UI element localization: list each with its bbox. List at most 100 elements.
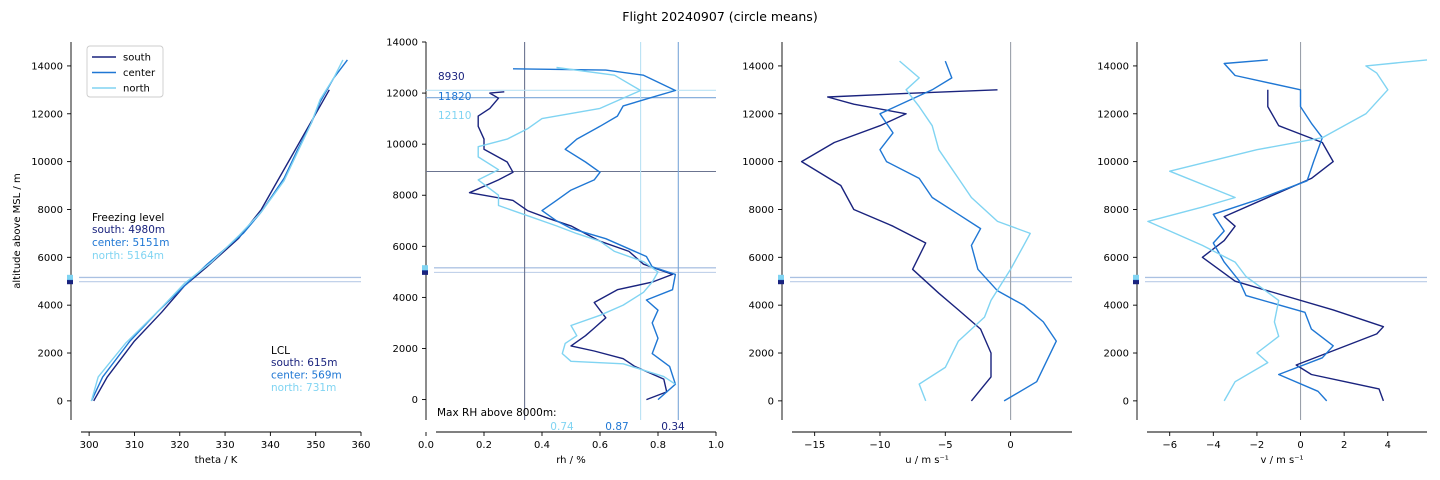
freezing-level-marker <box>67 279 73 285</box>
series-north-line <box>90 59 344 402</box>
lcl-north: north: 731m <box>271 382 336 394</box>
x-tick-label: −2 <box>1250 440 1265 451</box>
y-tick-label: 4000 <box>1104 301 1129 312</box>
y-tick-label: 4000 <box>393 293 418 304</box>
legend-label: south <box>123 53 151 64</box>
freezing-level-marker <box>422 269 428 275</box>
lcl-center: center: 569m <box>271 370 342 382</box>
y-tick-label: 14000 <box>31 61 63 72</box>
y-tick-label: 6000 <box>1104 253 1129 264</box>
series-north-line <box>1147 59 1428 402</box>
figure-title: Flight 20240907 (circle means) <box>622 9 817 24</box>
y-tick-label: 0 <box>57 396 63 407</box>
y-tick-label: 6000 <box>38 253 63 264</box>
series-center-line <box>512 68 677 401</box>
series-south-line <box>1201 89 1385 402</box>
panel-1: 0 2000 4000 6000 8000 10000 12000 14000 300 310 32… <box>12 42 371 466</box>
max-rh-altitude-label: 8930 <box>438 71 465 83</box>
y-tick-label: 8000 <box>38 205 63 216</box>
freezing-level-south: south: 4980m <box>92 224 165 236</box>
series-north-line <box>477 66 676 385</box>
x-tick-label: −6 <box>1162 440 1177 451</box>
y-tick-label: 8000 <box>749 205 774 216</box>
y-tick-label: 14000 <box>386 38 418 49</box>
max-rh-value: 0.87 <box>605 421 628 433</box>
y-tick-label: 12000 <box>1097 109 1129 120</box>
lcl-south: south: 615m <box>271 357 337 369</box>
series-south-line <box>468 91 674 401</box>
y-tick-label: 10000 <box>386 140 418 151</box>
series-center-line <box>1212 59 1334 402</box>
max-rh-altitude-label: 11820 <box>438 91 471 103</box>
x-tick-label: 0.8 <box>650 440 666 451</box>
panel-2: 0 2000 4000 6000 8000 10000 12000 14000 0.0 0.2 0.… <box>386 38 724 467</box>
legend: south center north <box>86 45 164 98</box>
y-tick-label: 0 <box>412 395 418 406</box>
legend-label: center <box>123 68 156 79</box>
y-tick-label: 6000 <box>749 253 774 264</box>
freezing-level-marker <box>778 274 784 280</box>
x-tick-label: −10 <box>869 440 890 451</box>
freezing-level-marker <box>422 265 428 271</box>
x-tick-label: 0 <box>1297 440 1303 451</box>
x-tick-label: 320 <box>170 440 189 451</box>
x-tick-label: 350 <box>306 440 325 451</box>
y-tick-label: 12000 <box>742 109 774 120</box>
freezing-level-north: north: 5164m <box>92 250 164 262</box>
x-tick-label: 0.4 <box>534 440 550 451</box>
max-rh-heading: Max RH above 8000m: <box>437 407 557 419</box>
y-tick-label: 4000 <box>749 301 774 312</box>
x-axis-label: v / m s⁻¹ <box>1260 455 1303 466</box>
x-tick-label: 360 <box>351 440 370 451</box>
series-center-line <box>90 59 348 402</box>
x-tick-label: −4 <box>1206 440 1221 451</box>
x-tick-label: 0 <box>1007 440 1013 451</box>
y-tick-label: 2000 <box>749 349 774 360</box>
freezing-level-center: center: 5151m <box>92 237 169 249</box>
x-axis-label: u / m s⁻¹ <box>905 455 948 466</box>
y-tick-label: 12000 <box>31 109 63 120</box>
y-tick-label: 12000 <box>386 89 418 100</box>
y-tick-label: 14000 <box>742 61 774 72</box>
lcl-heading: LCL <box>271 345 290 357</box>
y-tick-label: 2000 <box>1104 349 1129 360</box>
y-tick-label: 2000 <box>393 344 418 355</box>
y-tick-label: 8000 <box>393 191 418 202</box>
series-south-line <box>93 89 330 402</box>
x-tick-label: 0.6 <box>592 440 608 451</box>
x-tick-label: 310 <box>125 440 144 451</box>
y-tick-label: 14000 <box>1097 61 1129 72</box>
x-tick-label: 330 <box>216 440 235 451</box>
x-tick-label: 2 <box>1341 440 1347 451</box>
series-center-line <box>879 60 1057 402</box>
y-tick-label: 0 <box>1123 396 1129 407</box>
freezing-level-marker <box>1133 279 1139 285</box>
legend-box <box>86 45 164 98</box>
x-axis-label: rh / % <box>556 455 586 466</box>
max-rh-value: 0.74 <box>550 421 574 433</box>
y-tick-label: 6000 <box>393 242 418 253</box>
y-tick-label: 0 <box>768 396 774 407</box>
y-tick-label: 10000 <box>1097 157 1129 168</box>
series-north-line <box>899 60 1031 402</box>
y-tick-label: 10000 <box>742 157 774 168</box>
freezing-level-marker <box>778 279 784 285</box>
x-axis-label: theta / K <box>195 455 238 466</box>
x-tick-label: 1.0 <box>708 440 724 451</box>
series-south-line <box>800 89 998 402</box>
freezing-level-marker <box>67 274 73 280</box>
x-tick-label: 340 <box>261 440 280 451</box>
max-rh-altitude-label: 12110 <box>438 110 471 122</box>
x-tick-label: 4 <box>1385 440 1391 451</box>
x-tick-label: 300 <box>80 440 99 451</box>
y-tick-label: 8000 <box>1104 205 1129 216</box>
freezing-level-marker <box>1133 274 1139 280</box>
legend-label: north <box>123 84 150 95</box>
x-tick-label: −15 <box>804 440 825 451</box>
panel-4: 0 2000 4000 6000 8000 10000 12000 14000 −6 −4 −2 0 2… <box>1097 42 1428 466</box>
max-rh-value: 0.34 <box>661 421 685 433</box>
x-tick-label: 0.2 <box>476 440 492 451</box>
freezing-level-heading: Freezing level <box>92 212 164 224</box>
